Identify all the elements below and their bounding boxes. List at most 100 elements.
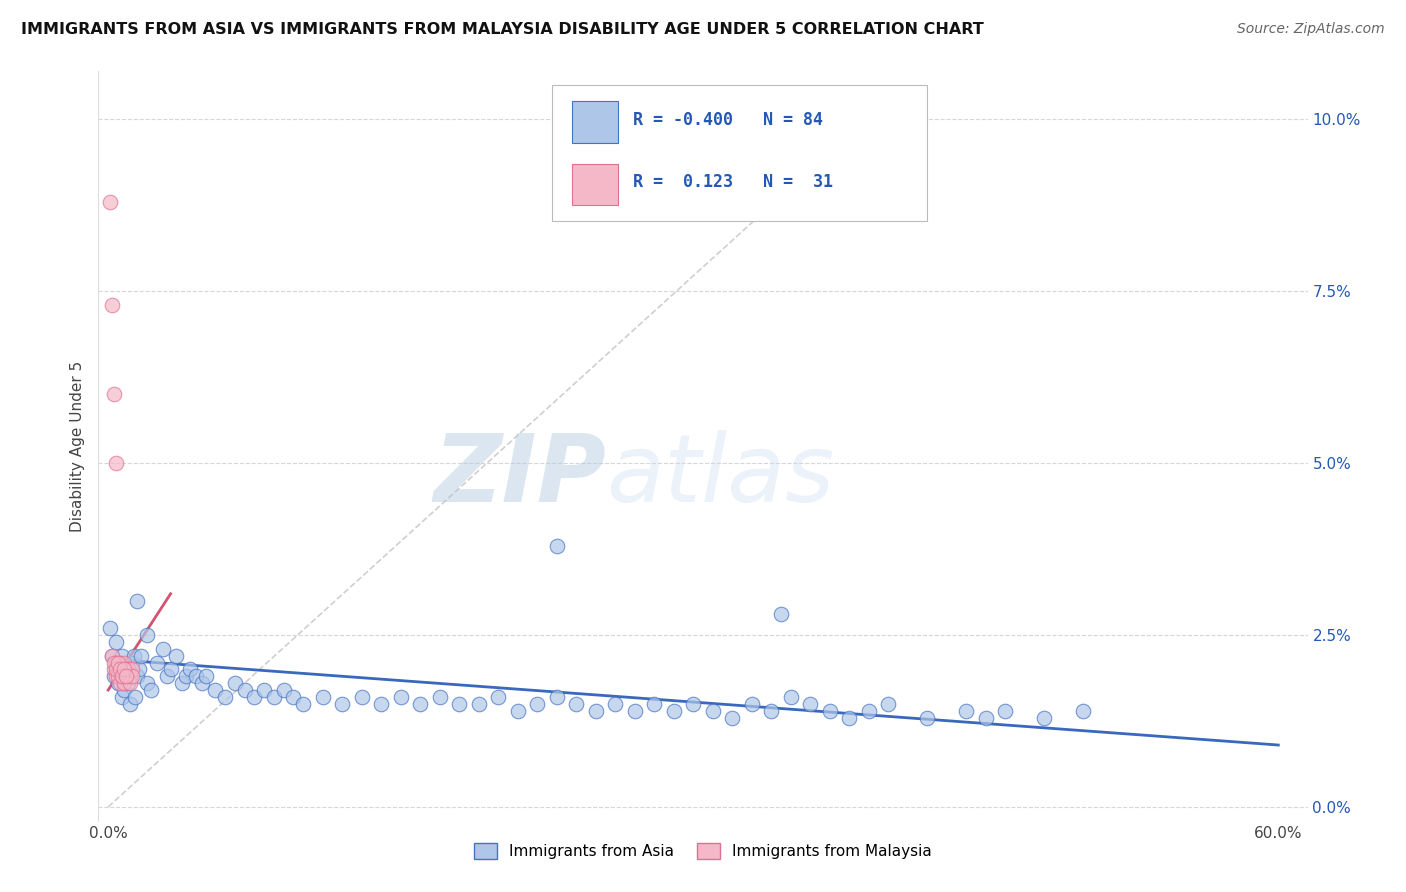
Point bbox=[191, 676, 214, 690]
Text: R = -0.400   N = 84: R = -0.400 N = 84 bbox=[633, 112, 823, 129]
Point bbox=[103, 387, 125, 401]
Point bbox=[111, 648, 134, 663]
Point bbox=[121, 656, 143, 670]
Point bbox=[370, 697, 392, 711]
Point bbox=[108, 676, 131, 690]
Text: ZIP: ZIP bbox=[433, 430, 606, 522]
Point bbox=[112, 683, 135, 698]
Point bbox=[98, 621, 121, 635]
Point bbox=[721, 710, 744, 724]
Point bbox=[114, 669, 136, 683]
Point bbox=[136, 628, 159, 642]
Point bbox=[112, 662, 135, 676]
Point bbox=[122, 648, 145, 663]
Point bbox=[818, 704, 841, 718]
Point bbox=[1071, 704, 1094, 718]
Point bbox=[662, 704, 685, 718]
Point bbox=[108, 662, 131, 676]
Point bbox=[121, 662, 143, 676]
Point bbox=[104, 662, 127, 676]
Point bbox=[103, 669, 125, 683]
Point bbox=[682, 697, 704, 711]
Point bbox=[605, 697, 627, 711]
Point bbox=[838, 710, 860, 724]
Point bbox=[114, 662, 136, 676]
Point bbox=[114, 662, 136, 676]
Point bbox=[104, 635, 127, 649]
Point bbox=[506, 704, 529, 718]
Point bbox=[108, 656, 131, 670]
Point bbox=[107, 656, 129, 670]
Point bbox=[194, 669, 217, 683]
Point bbox=[98, 194, 121, 209]
Point bbox=[152, 641, 174, 656]
Point bbox=[101, 298, 124, 312]
Point bbox=[104, 669, 127, 683]
Point bbox=[643, 697, 665, 711]
Point bbox=[526, 697, 548, 711]
Point bbox=[224, 676, 246, 690]
Point bbox=[165, 648, 187, 663]
Point bbox=[917, 710, 939, 724]
Point bbox=[159, 662, 181, 676]
Point bbox=[118, 669, 141, 683]
Point bbox=[741, 697, 763, 711]
Point bbox=[146, 656, 169, 670]
Point bbox=[449, 697, 471, 711]
FancyBboxPatch shape bbox=[551, 85, 927, 221]
Point bbox=[124, 690, 146, 704]
Point bbox=[585, 704, 607, 718]
Point bbox=[779, 690, 801, 704]
Point bbox=[117, 662, 139, 676]
Point bbox=[108, 662, 131, 676]
Point bbox=[994, 704, 1017, 718]
Point bbox=[546, 539, 568, 553]
Point bbox=[111, 662, 134, 676]
Point bbox=[101, 648, 124, 663]
Point bbox=[172, 676, 194, 690]
Point bbox=[118, 697, 141, 711]
Point bbox=[312, 690, 335, 704]
Point bbox=[429, 690, 451, 704]
Point bbox=[292, 697, 315, 711]
Point bbox=[136, 676, 159, 690]
Point bbox=[486, 690, 509, 704]
Point bbox=[121, 669, 143, 683]
Point bbox=[350, 690, 373, 704]
Point bbox=[253, 683, 276, 698]
Point bbox=[974, 710, 997, 724]
Point bbox=[877, 697, 900, 711]
Point bbox=[107, 669, 129, 683]
Point bbox=[330, 697, 353, 711]
Point bbox=[127, 669, 149, 683]
Point bbox=[139, 683, 162, 698]
Point bbox=[104, 656, 127, 670]
Point bbox=[389, 690, 412, 704]
Point bbox=[179, 662, 201, 676]
Point bbox=[233, 683, 256, 698]
Text: atlas: atlas bbox=[606, 431, 835, 522]
Point bbox=[131, 648, 153, 663]
Y-axis label: Disability Age Under 5: Disability Age Under 5 bbox=[69, 360, 84, 532]
Point bbox=[112, 676, 135, 690]
Point bbox=[761, 704, 783, 718]
Point bbox=[111, 669, 134, 683]
Legend: Immigrants from Asia, Immigrants from Malaysia: Immigrants from Asia, Immigrants from Ma… bbox=[468, 838, 938, 865]
Point bbox=[283, 690, 305, 704]
Point bbox=[263, 690, 285, 704]
Point bbox=[107, 656, 129, 670]
Point bbox=[955, 704, 977, 718]
Point bbox=[184, 669, 207, 683]
Point bbox=[114, 669, 136, 683]
Point bbox=[546, 690, 568, 704]
Point bbox=[156, 669, 179, 683]
Point bbox=[858, 704, 880, 718]
Point bbox=[112, 676, 135, 690]
Text: Source: ZipAtlas.com: Source: ZipAtlas.com bbox=[1237, 22, 1385, 37]
Point bbox=[117, 669, 139, 683]
Text: IMMIGRANTS FROM ASIA VS IMMIGRANTS FROM MALAYSIA DISABILITY AGE UNDER 5 CORRELAT: IMMIGRANTS FROM ASIA VS IMMIGRANTS FROM … bbox=[21, 22, 984, 37]
Point bbox=[623, 704, 645, 718]
Point bbox=[128, 662, 150, 676]
Point bbox=[702, 704, 724, 718]
Point bbox=[111, 690, 134, 704]
